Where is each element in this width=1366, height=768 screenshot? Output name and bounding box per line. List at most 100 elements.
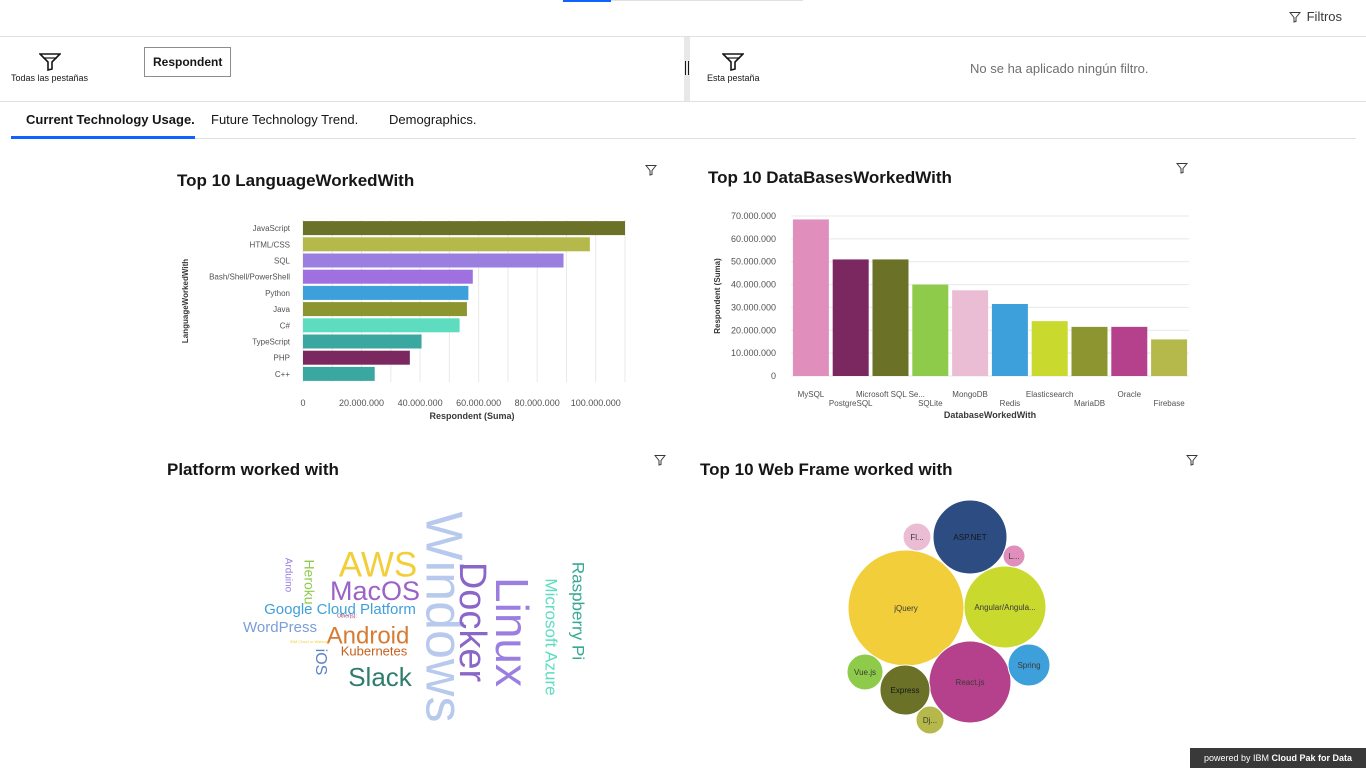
- tab-future-technology-trend[interactable]: Future Technology Trend.: [211, 112, 359, 127]
- y-tick-label: 70.000.000: [731, 211, 776, 221]
- word-linux: Linux: [486, 577, 538, 687]
- bubble-fl: [902, 522, 932, 552]
- word-microsoft-azure: Microsoft Azure: [542, 578, 561, 695]
- active-tab-underline: [11, 136, 195, 139]
- y-tick-label: 50.000.000: [731, 257, 776, 267]
- tab-demographics[interactable]: Demographics.: [389, 112, 477, 127]
- bar-c-: [303, 366, 375, 381]
- word-other-s-: Other(s):: [337, 613, 357, 619]
- bar-mongodb: [952, 290, 989, 376]
- all-tabs-label: Todas las pestañas: [11, 73, 89, 83]
- bar-sqlite: [912, 284, 949, 376]
- word-google-cloud-platform: Google Cloud Platform: [264, 601, 416, 618]
- word-windows: Windows: [414, 512, 472, 723]
- top-tab-strip: [563, 0, 803, 2]
- y-tick-label: 30.000.000: [731, 302, 776, 312]
- powered-by-text: powered by IBM: [1203, 753, 1269, 763]
- bubble-react-js: [928, 640, 1012, 724]
- word-macos: MacOS: [330, 576, 420, 606]
- tab-current-technology-usage[interactable]: Current Technology Usage.: [26, 112, 195, 127]
- y-tick-label: C++: [275, 370, 290, 379]
- x-tick-label: MySQL: [798, 390, 825, 399]
- databases-bar-chart: 0 10.000.000 20.000.000 30.000.000 40.000.00…: [713, 211, 1189, 420]
- x-tick-label: Microsoft SQL Se...: [856, 390, 925, 399]
- x-axis-label: DatabaseWorkedWith: [944, 410, 1036, 420]
- bubble-label: Dj...: [923, 716, 937, 725]
- y-tick-label: 10.000.000: [731, 348, 776, 358]
- bar-bash-shell-powershell: [303, 269, 473, 284]
- bubble-asp-net: [932, 499, 1008, 575]
- dashboard-tabs: Current Technology Usage. Future Technol…: [0, 102, 1366, 139]
- databases-chart-title: Top 10 DataBasesWorkedWith: [708, 168, 952, 187]
- bar-redis: [991, 304, 1028, 376]
- word-docker: Docker: [451, 562, 493, 683]
- bubble-dj: [915, 705, 945, 735]
- x-tick-label: Redis: [1000, 399, 1020, 408]
- bubble-label: Express: [891, 686, 920, 695]
- bar-sql: [303, 253, 564, 268]
- x-tick-label: MongoDB: [952, 390, 988, 399]
- filter-icon: [1288, 11, 1301, 23]
- widget-filter-icon[interactable]: [645, 164, 657, 176]
- filter-bar: Todas las pestañas Respondent Esta pesta…: [0, 37, 1366, 102]
- widget-filter-icon[interactable]: [1176, 162, 1188, 174]
- x-tick-label: MariaDB: [1074, 399, 1105, 408]
- filter-icon: [38, 53, 61, 71]
- x-tick-label: 40.000.000: [398, 398, 443, 408]
- bubble-label: Spring: [1017, 661, 1040, 670]
- y-axis-label: Respondent (Suma): [713, 258, 722, 334]
- powered-by-badge: powered by IBM Cloud Pak for Data: [1190, 748, 1366, 768]
- top-tab-active-indicator: [563, 0, 611, 2]
- x-tick-label: SQLite: [918, 399, 943, 408]
- x-tick-label: Elasticsearch: [1026, 390, 1074, 399]
- bar-javascript: [303, 221, 625, 236]
- x-tick-label: Oracle: [1118, 390, 1142, 399]
- x-tick-label: PostgreSQL: [829, 399, 873, 408]
- platforms-chart-title: Platform worked with: [167, 460, 339, 479]
- filter-divider[interactable]: [684, 37, 690, 101]
- bar-c-: [303, 318, 460, 333]
- widget-filter-icon[interactable]: [1186, 454, 1198, 466]
- bar-firebase: [1151, 339, 1188, 376]
- this-tab-filter-button[interactable]: Esta pestaña: [707, 53, 760, 83]
- bubble-vue-js: [846, 653, 884, 691]
- bubble-express: [879, 664, 931, 716]
- filters-label: Filtros: [1306, 9, 1342, 24]
- bubble-label: ASP.NET: [953, 533, 986, 542]
- word-arduino: Arduino: [282, 558, 293, 593]
- y-tick-label: TypeScript: [252, 338, 291, 347]
- word-aws: AWS: [339, 545, 417, 584]
- x-tick-label: Firebase: [1154, 399, 1186, 408]
- x-axis-label: Respondent (Suma): [429, 411, 514, 421]
- widget-filter-icon[interactable]: [654, 454, 666, 466]
- top-bar: Filtros: [0, 0, 1366, 37]
- bubble-angular-angula: [963, 565, 1047, 649]
- bar-python: [303, 285, 469, 300]
- bubble-label: Fl...: [910, 533, 923, 542]
- bubble-l: [1002, 544, 1026, 568]
- drag-handle[interactable]: [685, 61, 689, 75]
- bar-mysql: [792, 219, 829, 376]
- y-tick-label: 60.000.000: [731, 234, 776, 244]
- y-tick-label: Python: [265, 289, 290, 298]
- x-tick-label: 0: [300, 398, 305, 408]
- filter-icon: [722, 53, 745, 71]
- filters-button[interactable]: Filtros: [1288, 9, 1342, 24]
- languages-bar-chart: JavaScript HTML/CSS SQL Bash/Shell/PowerShe…: [181, 220, 626, 421]
- x-tick-label: 20.000.000: [339, 398, 384, 408]
- this-tab-label: Esta pestaña: [707, 73, 760, 83]
- bubble-label: React.js: [956, 678, 985, 687]
- x-tick-label: 80.000.000: [515, 398, 560, 408]
- bubble-label: L...: [1008, 552, 1019, 561]
- word-ios: iOS: [312, 649, 329, 676]
- all-tabs-filter-button[interactable]: Todas las pestañas: [11, 53, 88, 83]
- no-filter-message: No se ha aplicado ningún filtro.: [970, 61, 1149, 76]
- word-kubernetes: Kubernetes: [341, 643, 408, 658]
- respondent-filter-chip[interactable]: Respondent: [144, 47, 232, 77]
- bubble-jquery: [847, 549, 965, 667]
- bubble-label: Angular/Angula...: [974, 603, 1035, 612]
- word-wordpress: WordPress: [243, 619, 317, 636]
- y-tick-label: Java: [273, 305, 290, 314]
- bar-typescript: [303, 334, 422, 349]
- word-slack: Slack: [348, 662, 413, 692]
